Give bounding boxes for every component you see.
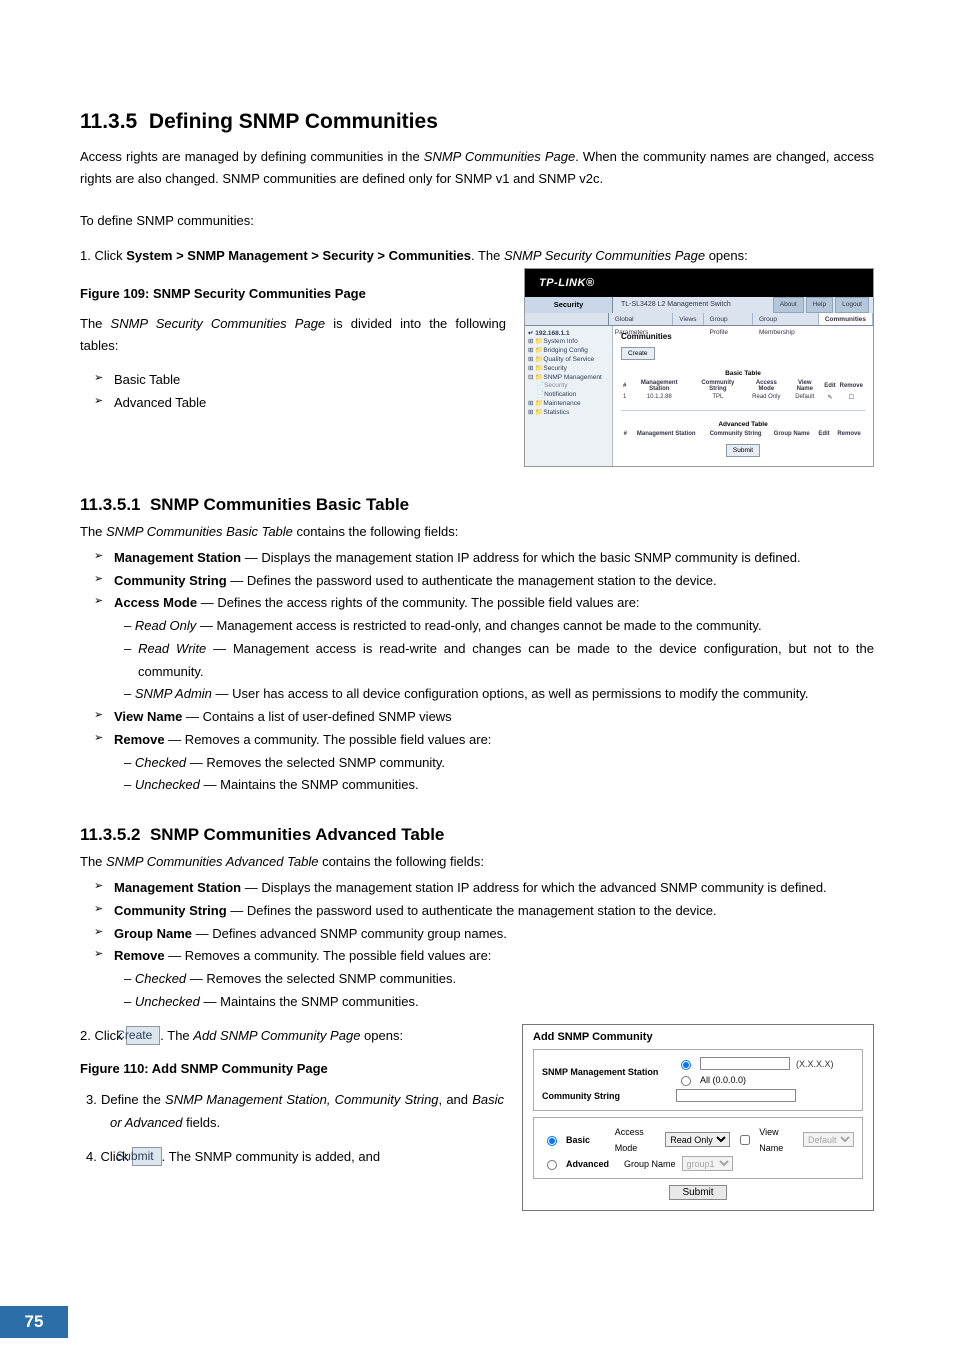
advanced-table-lead: The SNMP Communities Advanced Table cont… — [80, 851, 874, 873]
subsection-heading: 11.3.5.1 SNMP Communities Basic Table — [80, 495, 874, 515]
sidebar-title: Security — [525, 297, 613, 313]
step-3: 3. Define the SNMP Management Station, C… — [80, 1088, 504, 1135]
tab-group-membership[interactable]: Group Membership — [753, 313, 819, 325]
basic-fields-list: Management Station — Displays the manage… — [80, 547, 874, 797]
field-sub-item: – Read Only — Management access is restr… — [80, 615, 874, 638]
ip-mask-hint: (X.X.X.X) — [796, 1056, 834, 1072]
field-sub-item: – Checked — Removes the selected SNMP co… — [80, 752, 874, 775]
group-name-select[interactable]: group1 — [682, 1156, 733, 1171]
list-item: Basic Table — [80, 369, 506, 392]
field-sub-item: – Read Write — Management access is read… — [80, 638, 874, 684]
advanced-table: #Management StationCommunity StringGroup… — [621, 430, 865, 438]
section-heading: 11.3.5 Defining SNMP Communities — [80, 110, 874, 134]
field-item: Access Mode — Defines the access rights … — [80, 592, 874, 615]
table-row: 110.1.2.88TPLRead OnlyDefault✎☐ — [621, 393, 865, 402]
mgmt-station-label: SNMP Management Station — [542, 1064, 670, 1080]
field-item: Community String — Defines the password … — [80, 570, 874, 593]
main-heading: Communities — [621, 332, 865, 341]
subsection-heading: 11.3.5.2 SNMP Communities Advanced Table — [80, 825, 874, 845]
about-link[interactable]: About — [773, 297, 804, 313]
basic-label: Basic — [566, 1132, 609, 1148]
dialog-title: Add SNMP Community — [523, 1031, 873, 1047]
basic-table-lead: The SNMP Communities Basic Table contain… — [80, 521, 874, 543]
basic-table-title: Basic Table — [621, 370, 865, 377]
field-item: Group Name — Defines advanced SNMP commu… — [80, 923, 874, 946]
field-item: View Name — Contains a list of user-defi… — [80, 706, 874, 729]
mgmt-specific-radio[interactable] — [681, 1060, 691, 1070]
brand-bar: TP-LINK® — [525, 269, 873, 297]
field-item: Management Station — Displays the manage… — [80, 547, 874, 570]
tab-global-parameters[interactable]: Global Parameters — [609, 313, 674, 325]
figure-110-caption: Figure 110: Add SNMP Community Page — [80, 1061, 504, 1076]
advanced-radio[interactable] — [547, 1160, 557, 1170]
step-1: 1. Click System > SNMP Management > Secu… — [80, 244, 874, 267]
device-name: TL-SL3428 L2 Management Switch About Hel… — [613, 297, 873, 313]
create-inline-button: Create — [126, 1026, 160, 1045]
tab-views[interactable]: Views — [673, 313, 703, 325]
section-number: 11.3.5 — [80, 110, 137, 133]
field-sub-item: – Checked — Removes the selected SNMP co… — [80, 968, 874, 991]
submit-inline-button: Submit — [132, 1147, 161, 1166]
access-mode-select[interactable]: Read Only — [665, 1132, 730, 1147]
page-number: 75 — [0, 1306, 68, 1338]
list-item: Advanced Table — [80, 392, 506, 415]
view-name-select[interactable]: Default — [803, 1132, 854, 1147]
table-types-list: Basic Table Advanced Table — [80, 369, 506, 415]
community-string-input[interactable] — [676, 1089, 796, 1102]
all-option-label: All (0.0.0.0) — [700, 1072, 746, 1088]
create-button[interactable]: Create — [621, 347, 655, 360]
field-sub-item: – Unchecked — Maintains the SNMP communi… — [80, 991, 874, 1014]
field-item: Remove — Removes a community. The possib… — [80, 729, 874, 752]
tab-communities[interactable]: Communities — [819, 313, 873, 325]
logout-link[interactable]: Logout — [835, 297, 869, 313]
field-item: Community String — Defines the password … — [80, 900, 874, 923]
advanced-fields-list: Management Station — Displays the manage… — [80, 877, 874, 1014]
advanced-label: Advanced — [566, 1156, 618, 1172]
field-sub-item: – SNMP Admin — User has access to all de… — [80, 683, 874, 706]
figure-110-screenshot: Add SNMP Community SNMP Management Stati… — [522, 1024, 874, 1211]
step-4: 4. Click Submit. The SNMP community is a… — [80, 1145, 504, 1168]
field-item: Remove — Removes a community. The possib… — [80, 945, 874, 968]
figure-109-screenshot: TP-LINK® Security TL-SL3428 L2 Managemen… — [524, 268, 874, 467]
community-string-label: Community String — [542, 1088, 670, 1104]
group-name-label: Group Name — [624, 1156, 676, 1172]
mgmt-ip-input[interactable] — [700, 1057, 790, 1070]
field-item: Management Station — Displays the manage… — [80, 877, 874, 900]
access-mode-label: Access Mode — [615, 1124, 659, 1156]
add-community-submit-button[interactable]: Submit — [669, 1185, 726, 1200]
tab-group-profile[interactable]: Group Profile — [704, 313, 753, 325]
intro-paragraph: Access rights are managed by defining co… — [80, 146, 874, 190]
lead-define: To define SNMP communities: — [80, 210, 874, 232]
submit-button[interactable]: Submit — [726, 444, 760, 457]
view-name-checkbox[interactable] — [740, 1135, 750, 1145]
basic-radio[interactable] — [547, 1136, 557, 1146]
step-2: 2. Click Create. The Add SNMP Community … — [80, 1024, 504, 1047]
field-sub-item: – Unchecked — Maintains the SNMP communi… — [80, 774, 874, 797]
help-link[interactable]: Help — [806, 297, 833, 313]
figure-109-caption: Figure 109: SNMP Security Communities Pa… — [80, 286, 506, 301]
section-title: Defining SNMP Communities — [149, 110, 438, 133]
view-name-label: View Name — [759, 1124, 797, 1156]
advanced-table-title: Advanced Table — [621, 421, 865, 428]
divided-into: The SNMP Security Communities Page is di… — [80, 313, 506, 357]
nav-tree[interactable]: ↵ 192.168.1.1 ⊞ 📁System Info ⊞ 📁Bridging… — [525, 326, 613, 466]
basic-table: #Management StationCommunity StringAcces… — [621, 379, 865, 402]
mgmt-all-radio[interactable] — [681, 1076, 691, 1086]
